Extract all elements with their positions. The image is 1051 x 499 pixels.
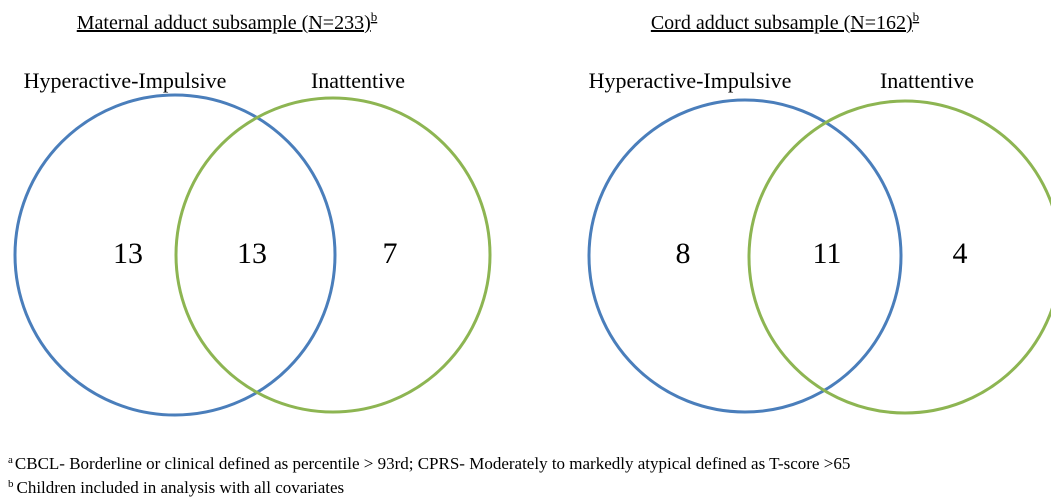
panel: Cord adduct subsample (N=162)b Hyperacti… (587, 9, 1051, 415)
footnote-marker: b (8, 478, 14, 490)
region-count: 4 (953, 237, 968, 270)
panel: Maternal adduct subsample (N=233)b Hyper… (13, 9, 492, 417)
title-superscript: b (371, 9, 378, 24)
title-text: Cord adduct subsample (N=162) (651, 12, 913, 34)
footnote-marker: a (8, 454, 13, 466)
panel-title: Cord adduct subsample (N=162)b (651, 9, 919, 34)
set-label: Inattentive (880, 68, 974, 93)
title-superscript: b (913, 9, 920, 24)
set-circle (587, 98, 903, 414)
set-label: Inattentive (311, 68, 405, 93)
region-count: 11 (813, 237, 842, 270)
set-label: Hyperactive-Impulsive (589, 68, 792, 93)
footnote: a CBCL- Borderline or clinical defined as… (8, 454, 850, 473)
title-text: Maternal adduct subsample (N=233) (77, 12, 371, 34)
region-count: 7 (383, 237, 398, 270)
set-circle (13, 93, 337, 417)
footnote-text: Children included in analysis with all c… (17, 478, 345, 497)
set-label: Hyperactive-Impulsive (24, 68, 227, 93)
set-circle (747, 99, 1051, 415)
panel-title: Maternal adduct subsample (N=233)b (77, 9, 377, 34)
footnote: b Children included in analysis with all … (8, 478, 344, 497)
region-count: 8 (676, 237, 691, 270)
region-count: 13 (113, 237, 143, 270)
set-circle (174, 96, 492, 414)
region-count: 13 (237, 237, 267, 270)
footnote-text: CBCL- Borderline or clinical defined as … (15, 454, 850, 473)
